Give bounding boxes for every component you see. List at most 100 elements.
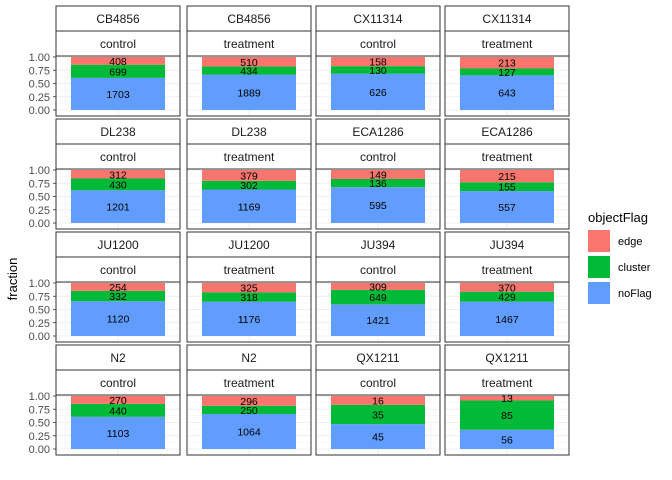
bar-segment-cluster (331, 404, 425, 425)
strain-strip (315, 344, 441, 371)
bar-segment-cluster (460, 68, 554, 76)
panel-border (186, 168, 312, 230)
legend-key-cluster (588, 256, 610, 278)
y-tick-label: 0.50 (29, 79, 50, 91)
strain-strip (55, 231, 181, 258)
strain-label: ECA1286 (352, 125, 404, 139)
y-tick-label: 0.75 (29, 178, 50, 190)
y-axis-title: fraction (5, 258, 20, 301)
strain-strip (55, 118, 181, 145)
bar-segment-noFlag (71, 416, 165, 449)
bar-segment-cluster (202, 292, 296, 302)
strain-label: CX11314 (482, 12, 531, 26)
bar-segment-noFlag (460, 191, 554, 223)
bar-label-cluster: 302 (240, 180, 258, 192)
bar-segment-edge (71, 283, 165, 291)
condition-label: treatment (482, 37, 533, 51)
bar-label-edge: 379 (240, 170, 258, 182)
bar-segment-edge (202, 57, 296, 67)
bar-label-noFlag: 1703 (106, 89, 130, 101)
bar-label-noFlag: 595 (369, 200, 387, 212)
condition-strip (55, 143, 181, 170)
condition-label: treatment (224, 376, 275, 390)
condition-label: control (360, 263, 396, 277)
condition-strip (315, 143, 441, 170)
panel-border (186, 281, 312, 343)
y-tick-label: 0.00 (29, 331, 50, 343)
panel-border (315, 55, 441, 117)
strain-strip (444, 118, 570, 145)
legend: objectFlag edge cluster noFlag (588, 210, 652, 304)
y-tick-label: 0.00 (29, 218, 50, 230)
strain-strip (186, 344, 312, 371)
bar-segment-noFlag (331, 424, 425, 449)
panel-border (444, 281, 570, 343)
bar-segment-edge (331, 283, 425, 290)
condition-label: control (100, 376, 136, 390)
y-tick-label: 0.00 (29, 105, 50, 117)
panel-border (315, 281, 441, 343)
bar-segment-noFlag (202, 301, 296, 336)
bar-segment-cluster (202, 405, 296, 414)
y-tick-label: 1.00 (29, 52, 50, 64)
bar-label-edge: 312 (109, 169, 127, 181)
y-tick-label: 0.00 (29, 444, 50, 456)
bar-label-edge: 215 (498, 171, 516, 183)
condition-strip (55, 369, 181, 396)
y-tick-label: 0.25 (29, 92, 50, 104)
strain-label: JU1200 (97, 238, 139, 252)
condition-strip (186, 30, 312, 57)
bar-segment-cluster (460, 400, 554, 430)
bar-label-noFlag: 1169 (238, 201, 261, 213)
strain-strip (315, 5, 441, 32)
bar-label-noFlag: 45 (372, 432, 384, 444)
strain-label: ECA1286 (481, 125, 533, 139)
strain-label: CX11314 (353, 12, 402, 26)
bar-label-cluster: 429 (498, 292, 516, 304)
strain-strip (186, 231, 312, 258)
condition-label: control (360, 37, 396, 51)
bar-label-edge: 309 (369, 281, 387, 293)
bar-segment-cluster (71, 290, 165, 302)
bar-segment-edge (71, 170, 165, 179)
bar-label-noFlag: 626 (369, 87, 387, 99)
bar-label-cluster: 155 (498, 182, 516, 194)
condition-label: control (360, 376, 396, 390)
legend-label-cluster: cluster (618, 262, 651, 274)
bar-label-edge: 158 (369, 57, 387, 69)
panel-border (55, 168, 181, 230)
bar-segment-noFlag (460, 429, 554, 449)
bar-segment-noFlag (202, 74, 296, 110)
chart-panels: CB4856control17036994081.000.750.500.250… (29, 5, 570, 456)
condition-label: control (360, 150, 396, 164)
bar-label-edge: 16 (372, 395, 384, 407)
bar-segment-noFlag (71, 190, 165, 223)
strain-strip (444, 5, 570, 32)
bar-label-cluster: 699 (109, 66, 127, 78)
condition-label: treatment (224, 263, 275, 277)
bar-label-noFlag: 56 (501, 434, 513, 446)
panel-border (186, 55, 312, 117)
condition-strip (186, 369, 312, 396)
panel-border (444, 394, 570, 456)
bar-label-cluster: 136 (369, 178, 387, 190)
condition-label: treatment (482, 263, 533, 277)
y-tick-label: 0.50 (29, 192, 50, 204)
condition-strip (315, 30, 441, 57)
bar-segment-edge (331, 396, 425, 405)
strain-strip (186, 5, 312, 32)
bar-label-cluster: 430 (109, 179, 127, 191)
strain-label: N2 (241, 351, 257, 365)
condition-strip (444, 256, 570, 283)
condition-strip (444, 30, 570, 57)
bar-label-edge: 13 (501, 393, 513, 405)
y-tick-label: 1.00 (29, 278, 50, 290)
strain-label: CB4856 (227, 12, 271, 26)
